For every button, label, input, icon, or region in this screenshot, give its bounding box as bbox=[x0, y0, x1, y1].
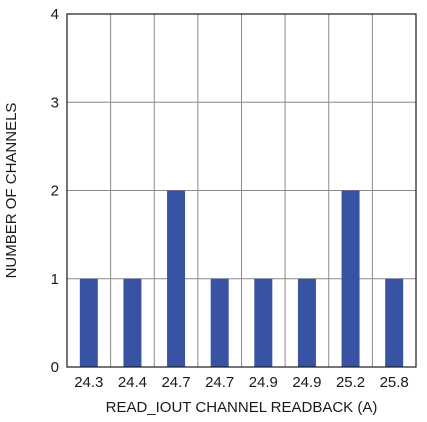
y-tick-labels: 0 1 2 3 4 bbox=[51, 6, 59, 376]
x-tick-label: 25.2 bbox=[336, 374, 365, 391]
bar bbox=[385, 278, 404, 367]
bar bbox=[341, 190, 360, 367]
y-axis-title: NUMBER OF CHANNELS bbox=[3, 103, 20, 279]
x-tick-label: 25.8 bbox=[380, 374, 409, 391]
bar bbox=[297, 278, 316, 367]
x-tick-label: 24.9 bbox=[249, 374, 278, 391]
x-tick-label: 24.9 bbox=[292, 374, 321, 391]
bar bbox=[123, 278, 142, 367]
y-tick-label: 4 bbox=[51, 6, 59, 23]
x-axis-title: READ_IOUT CHANNEL READBACK (A) bbox=[106, 399, 378, 416]
bar bbox=[79, 278, 98, 367]
x-tick-label: 24.7 bbox=[205, 374, 234, 391]
x-tick-label: 24.7 bbox=[161, 374, 190, 391]
y-tick-label: 0 bbox=[51, 359, 59, 376]
x-tick-label: 24.4 bbox=[118, 374, 147, 391]
y-tick-label: 1 bbox=[51, 271, 59, 288]
bar bbox=[254, 278, 273, 367]
x-tick-labels: 24.3 24.4 24.7 24.7 24.9 24.9 25.2 25.8 bbox=[74, 374, 409, 391]
grid-lines bbox=[67, 14, 416, 367]
bars bbox=[79, 190, 404, 367]
bar bbox=[167, 190, 186, 367]
x-tick-label: 24.3 bbox=[74, 374, 103, 391]
bar bbox=[210, 278, 229, 367]
plot-frame bbox=[66, 13, 417, 368]
y-tick-label: 3 bbox=[51, 94, 59, 111]
y-tick-label: 2 bbox=[51, 183, 59, 200]
